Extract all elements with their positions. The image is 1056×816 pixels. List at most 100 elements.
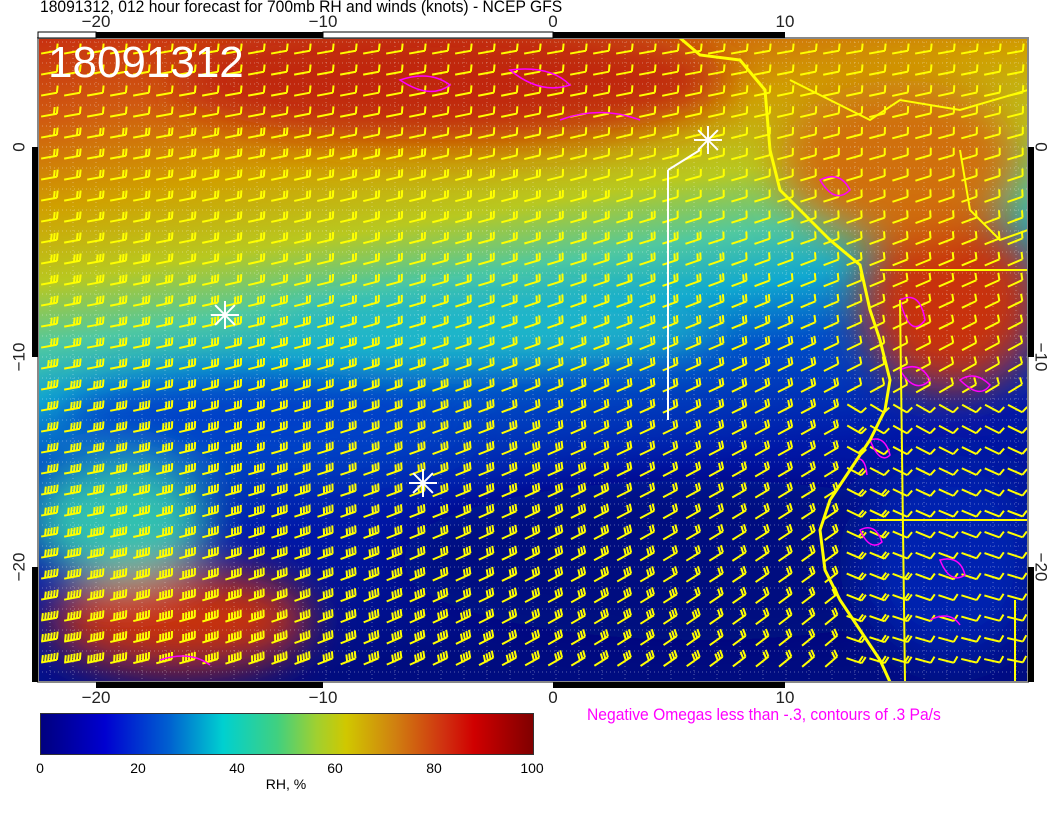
lon-tick-top: −20 [81,12,111,31]
wind-barb [684,106,703,118]
wind-barb [731,419,748,435]
wind-barb [661,106,680,118]
wind-barb [731,231,748,245]
wind-barb [639,587,655,604]
wind-barb [753,43,772,55]
wind-barb [984,446,1005,455]
wind-barb [247,127,266,139]
wind-barb [500,43,519,55]
wind-barb [638,85,657,97]
wind-barb [776,64,795,76]
wind-barb [570,336,587,351]
wind-barb [662,147,679,161]
wind-barb [593,587,610,604]
wind-barb [616,377,633,393]
wind-barb [363,399,380,413]
wind-barb [961,655,982,664]
wind-barb [938,509,959,518]
wind-barb [615,85,634,97]
wind-barb [86,610,105,622]
wind-barb [340,567,357,582]
wind-barb [40,400,59,412]
wind-barb [892,467,913,477]
wind-barb [408,43,427,55]
wind-barb [662,398,679,414]
wind-barb [63,547,82,559]
track-line [667,149,701,171]
wind-barb [707,43,726,55]
wind-barb [294,274,312,287]
wind-barb [455,420,472,435]
wind-barb [156,568,174,581]
wind-barb [685,377,702,393]
wind-barb [225,525,242,539]
wind-barb [823,252,840,267]
wind-barb [294,567,311,581]
wind-barb [547,231,564,245]
wind-barb [454,64,473,76]
wind-barb [247,106,266,118]
wind-barb [639,273,656,287]
wind-barb [455,608,472,624]
wind-barb [178,127,197,139]
wind-barb [478,503,495,519]
wind-barb [547,461,564,477]
wind-barb [455,189,473,203]
wind-barb [754,482,770,499]
lat-tick-right: −10 [1031,342,1051,372]
wind-barb [915,656,936,664]
wind-barb [454,85,473,97]
wind-barb [616,315,633,330]
wind-barb [938,446,959,456]
lat-tick-right: 0 [1031,142,1051,152]
wind-barb [501,608,518,624]
wind-barb [823,356,840,372]
wind-barb [570,461,587,477]
wind-barb [685,252,702,266]
wind-barb [824,565,839,584]
wind-barb [1007,272,1024,288]
wind-barb [155,64,174,76]
wind-barb [63,43,82,55]
wind-barb [63,505,82,517]
wind-barb [685,273,702,287]
wind-barb [385,43,404,55]
wind-barb [569,64,588,76]
wind-barb [432,524,449,540]
wind-barb [501,231,518,245]
wind-barb [662,127,680,140]
wind-barb [477,85,496,97]
wind-barb [202,400,220,413]
wind-barb [317,273,335,287]
wind-barb [316,85,335,97]
wind-barb [891,64,910,76]
wind-barb [109,85,128,97]
wind-barb [294,336,311,350]
wind-barb [270,43,289,55]
wind-barb [846,126,863,140]
wind-barb [570,650,586,667]
wind-barb [500,127,519,139]
wind-barb [86,316,105,328]
wind-barb [225,588,242,602]
wind-barb [662,210,679,224]
wind-barb [501,315,518,329]
wind-barb [340,651,357,666]
wind-barb [248,609,265,623]
wind-barb [547,629,564,646]
wind-barb [132,274,151,286]
wind-barb [363,483,380,497]
wind-barb [709,607,724,625]
wind-barb [753,64,772,76]
wind-barb [40,526,59,538]
lon-tick-top: −10 [308,12,338,31]
wind-barb [685,210,702,224]
wind-barb [363,252,380,266]
wind-barb [708,273,725,288]
wind-barb [363,609,380,624]
wind-barb [478,462,495,477]
wind-barb [40,421,59,433]
wind-barb [225,462,242,476]
wind-barb [869,613,890,623]
wind-barb [524,461,541,477]
